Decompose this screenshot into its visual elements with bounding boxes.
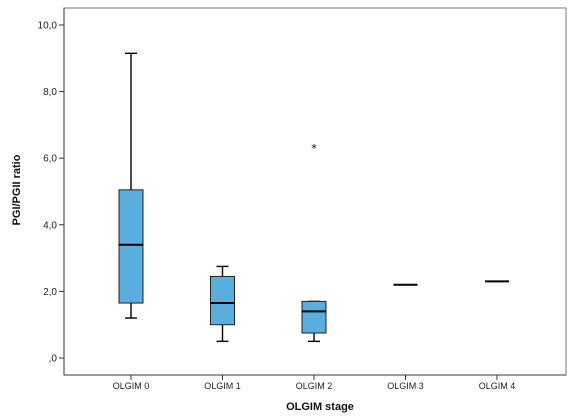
outlier-marker: * <box>311 142 317 155</box>
y-axis-title: PGI/PGII ratio <box>11 154 23 225</box>
y-axis: ,0 2,0 4,0 6,0 8,0 10,0 <box>38 8 65 375</box>
y-tick-label: 4,0 <box>43 220 57 231</box>
x-axis: OLGIM 0 OLGIM 1 OLGIM 2 OLGIM 3 OLGIM 4 <box>64 374 566 391</box>
y-tick-label: 8,0 <box>43 87 57 98</box>
x-tick-label: OLGIM 4 <box>479 381 516 391</box>
x-tick-label: OLGIM 2 <box>296 381 333 391</box>
box-olgim-1 <box>210 265 235 343</box>
iqr-box <box>118 189 144 304</box>
box-olgim-0 <box>118 52 144 319</box>
box-olgim-2: * <box>301 142 327 343</box>
x-tick-label: OLGIM 0 <box>113 381 150 391</box>
y-tick-label: 6,0 <box>43 154 57 165</box>
x-tick-label: OLGIM 1 <box>204 381 241 391</box>
iqr-box <box>210 275 235 326</box>
y-tick-label: ,0 <box>49 354 58 365</box>
boxes-group: * <box>118 52 509 343</box>
iqr-box <box>301 300 327 334</box>
x-axis-title: OLGIM stage <box>286 401 354 413</box>
y-tick-label: 2,0 <box>43 287 57 298</box>
y-tick-label: 10,0 <box>38 21 58 32</box>
x-tick-label: OLGIM 3 <box>387 381 424 391</box>
